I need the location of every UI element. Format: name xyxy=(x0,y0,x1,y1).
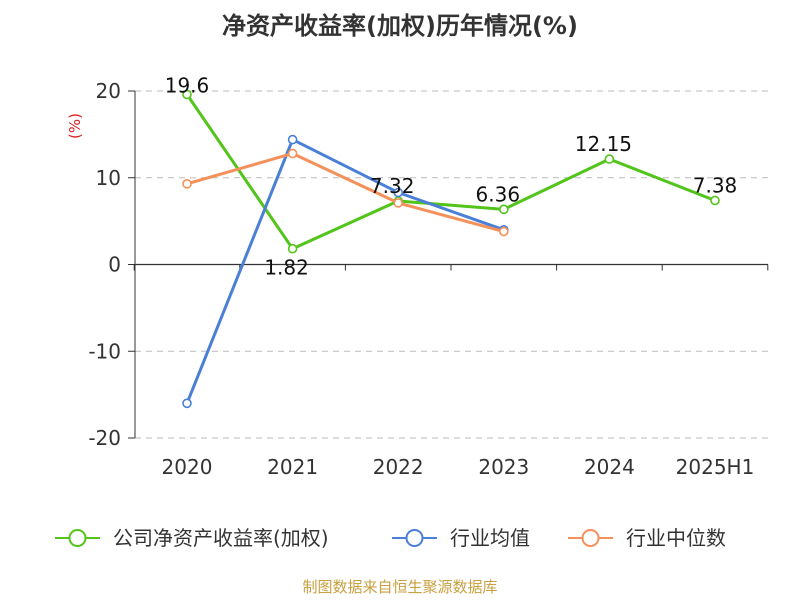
data-label: 1.82 xyxy=(264,256,309,280)
legend: 公司净资产收益率(加权) 行业均值 行业中位数 xyxy=(55,526,726,550)
data-point xyxy=(393,198,404,208)
series-line xyxy=(186,151,505,233)
data-point xyxy=(287,148,298,159)
y-tick-label: 20 xyxy=(96,79,121,103)
series-lines xyxy=(182,89,720,409)
x-tick-label: 2021 xyxy=(267,455,318,479)
data-label: 19.6 xyxy=(165,73,210,97)
data-label: 6.36 xyxy=(476,182,521,206)
y-tick-label: -20 xyxy=(88,426,121,450)
y-tick-label: 10 xyxy=(96,166,121,190)
x-tick-label: 2023 xyxy=(478,455,529,479)
legend-label: 公司净资产收益率(加权) xyxy=(113,526,329,550)
legend-swatch-marker xyxy=(405,529,424,547)
legend-label: 行业均值 xyxy=(450,526,530,550)
legend-swatch-marker xyxy=(581,529,600,547)
data-point xyxy=(182,398,192,409)
series-line xyxy=(185,93,716,251)
legend-swatch-marker xyxy=(68,529,87,547)
x-tick-label: 2025H1 xyxy=(676,455,755,479)
data-point xyxy=(498,226,509,237)
y-tick-label: 0 xyxy=(108,253,121,277)
data-point xyxy=(182,179,192,189)
data-labels: 19.6 1.82 7.32 6.36 12.15 7.38 xyxy=(165,73,738,279)
axes: 20 10 0 -10 -20 2020 2021 2022 2023 2024 2025H1 xyxy=(88,79,769,479)
y-axis-unit-label: (%) xyxy=(66,113,84,139)
data-point xyxy=(393,187,404,198)
y-tick-label: -10 xyxy=(88,339,121,363)
series-line xyxy=(185,138,505,404)
data-point xyxy=(287,243,298,254)
data-point xyxy=(498,204,509,215)
x-tick-label: 2024 xyxy=(584,455,635,479)
x-tick-label: 2020 xyxy=(162,455,213,479)
data-point xyxy=(604,154,615,164)
x-tick-label: 2022 xyxy=(373,455,424,479)
data-label: 12.15 xyxy=(575,132,632,156)
data-label: 7.38 xyxy=(693,173,738,197)
legend-label: 行业中位数 xyxy=(626,526,726,550)
data-point xyxy=(182,89,192,100)
source-note: 制图数据来自恒生聚源数据库 xyxy=(302,578,497,596)
data-label: 7.32 xyxy=(370,174,415,198)
data-point xyxy=(710,195,720,206)
data-point xyxy=(287,134,298,145)
chart-title: 净资产收益率(加权)历年情况(%) xyxy=(222,12,578,40)
